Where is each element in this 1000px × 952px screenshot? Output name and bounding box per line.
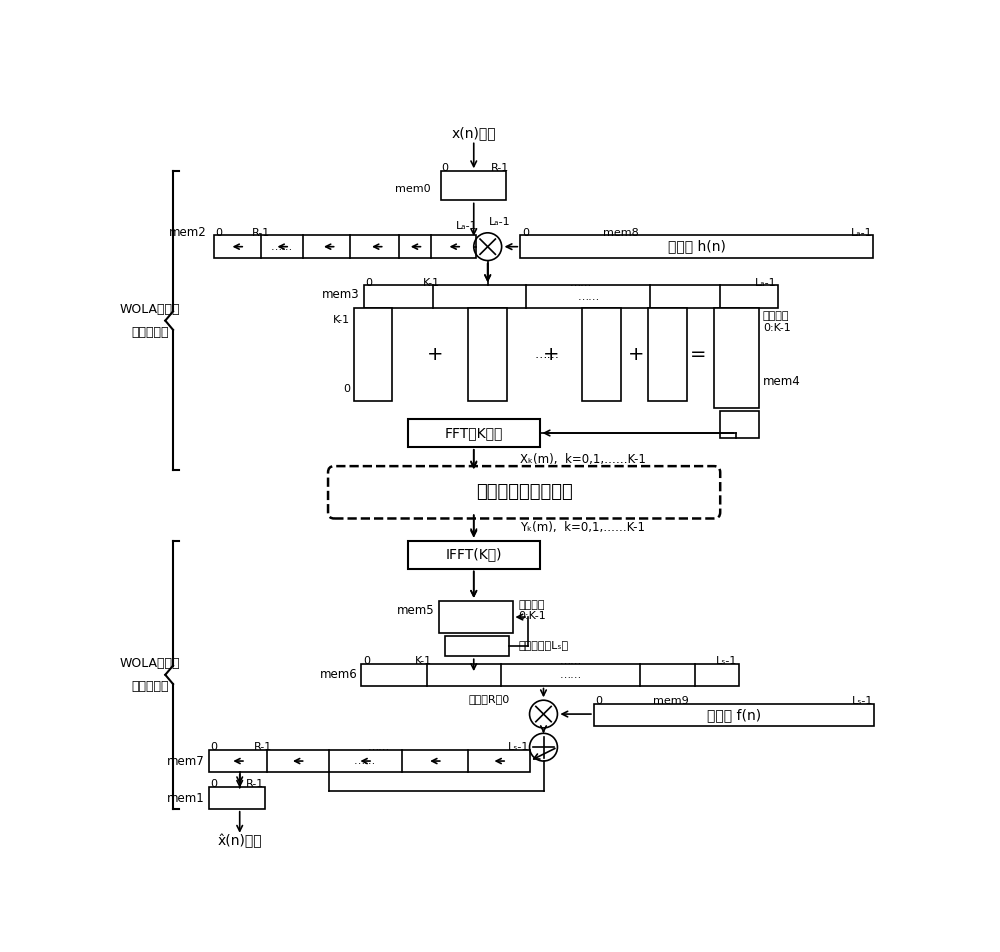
Text: ……: …… (570, 278, 592, 288)
Text: 0:K-1: 0:K-1 (763, 323, 791, 332)
Text: Lₐ-1: Lₐ-1 (456, 221, 478, 231)
Text: 按通道进行信号处理: 按通道进行信号处理 (476, 484, 572, 502)
Text: x̂(n)输出: x̂(n)输出 (217, 834, 262, 848)
Bar (209, 787, 264, 809)
Text: 综合窗 f(n): 综合窗 f(n) (707, 708, 761, 722)
Text: 0: 0 (210, 743, 217, 752)
Text: R-1: R-1 (246, 779, 264, 789)
Text: Lₛ-1: Lₛ-1 (508, 743, 530, 752)
Text: R-1: R-1 (254, 743, 272, 752)
Text: mem0: mem0 (396, 184, 431, 194)
Text: Lₛ-1: Lₛ-1 (716, 656, 737, 666)
Text: ……: …… (560, 656, 582, 666)
Bar (361, 664, 739, 685)
Text: mem9: mem9 (654, 696, 689, 706)
Bar (714, 308, 759, 408)
Text: ……: …… (535, 348, 560, 361)
Text: WOLA滤波器: WOLA滤波器 (120, 303, 180, 315)
Text: 0: 0 (595, 696, 602, 706)
Text: 分析窗 h(n): 分析窗 h(n) (668, 240, 726, 253)
Text: 0: 0 (441, 163, 448, 173)
Text: 循环移位: 循环移位 (519, 600, 545, 609)
Text: +: + (543, 345, 560, 364)
Text: ……: …… (354, 756, 376, 766)
Text: mem7: mem7 (167, 755, 205, 767)
Bar (720, 410, 759, 438)
Text: ……: …… (577, 291, 600, 302)
Text: ……: …… (560, 670, 582, 680)
Text: K-1: K-1 (333, 315, 350, 325)
Text: mem8: mem8 (603, 228, 639, 238)
Text: mem5: mem5 (397, 605, 435, 618)
Text: 0: 0 (522, 228, 529, 238)
Text: +: + (628, 345, 645, 364)
Text: Yₖ(m),  k=0,1,……K-1: Yₖ(m), k=0,1,……K-1 (520, 522, 645, 534)
Text: R-1: R-1 (252, 228, 270, 238)
Text: Xₖ(m),  k=0,1,……K-1: Xₖ(m), k=0,1,……K-1 (520, 453, 646, 466)
Bar (439, 601, 512, 633)
Bar (520, 235, 873, 258)
Text: 0: 0 (365, 278, 372, 288)
Bar (354, 308, 392, 401)
Text: Lₐ-1: Lₐ-1 (754, 278, 776, 288)
Text: IFFT(K点): IFFT(K点) (446, 547, 502, 562)
Text: mem1: mem1 (167, 791, 205, 804)
Text: FFT（K点）: FFT（K点） (445, 426, 503, 440)
Text: R-1: R-1 (490, 163, 509, 173)
Bar (441, 171, 506, 201)
Text: 组综合阶段: 组综合阶段 (131, 680, 169, 693)
Text: WOLA滤波器: WOLA滤波器 (120, 657, 180, 670)
Bar (582, 308, 621, 401)
Text: 0: 0 (343, 384, 350, 394)
Text: ……: …… (271, 242, 293, 251)
Text: 循环移位: 循环移位 (763, 311, 789, 321)
Bar (209, 750, 530, 772)
Text: 组分析阶段: 组分析阶段 (131, 326, 169, 339)
Text: K-1: K-1 (423, 278, 440, 288)
Text: +: + (427, 345, 443, 364)
Bar (408, 419, 540, 446)
Text: mem6: mem6 (320, 668, 358, 682)
Text: Lₐ-1: Lₐ-1 (489, 217, 511, 227)
Bar (468, 308, 507, 401)
Bar (214, 235, 476, 258)
Bar (408, 541, 540, 568)
Bar (648, 308, 687, 401)
Text: mem2: mem2 (169, 227, 206, 239)
Text: 周期扩展为Lₛ点: 周期扩展为Lₛ点 (519, 640, 569, 650)
Text: mem3: mem3 (322, 288, 360, 301)
Text: K-1: K-1 (415, 656, 432, 666)
Text: Lₛ-1: Lₛ-1 (852, 696, 873, 706)
Text: 每次补R个0: 每次补R个0 (469, 694, 510, 704)
Bar (594, 704, 874, 725)
Text: x(n)输入: x(n)输入 (451, 126, 496, 140)
Text: 0: 0 (363, 656, 370, 666)
Bar (445, 636, 509, 656)
Text: Lₐ-1: Lₐ-1 (851, 228, 873, 238)
Text: 0: 0 (210, 779, 217, 789)
Text: 0:K-1: 0:K-1 (519, 611, 546, 622)
Text: =: = (690, 345, 707, 364)
FancyBboxPatch shape (328, 466, 720, 519)
Text: 0: 0 (216, 228, 223, 238)
Text: mem4: mem4 (763, 375, 801, 387)
Bar (364, 286, 778, 308)
Text: ……: …… (368, 743, 390, 752)
